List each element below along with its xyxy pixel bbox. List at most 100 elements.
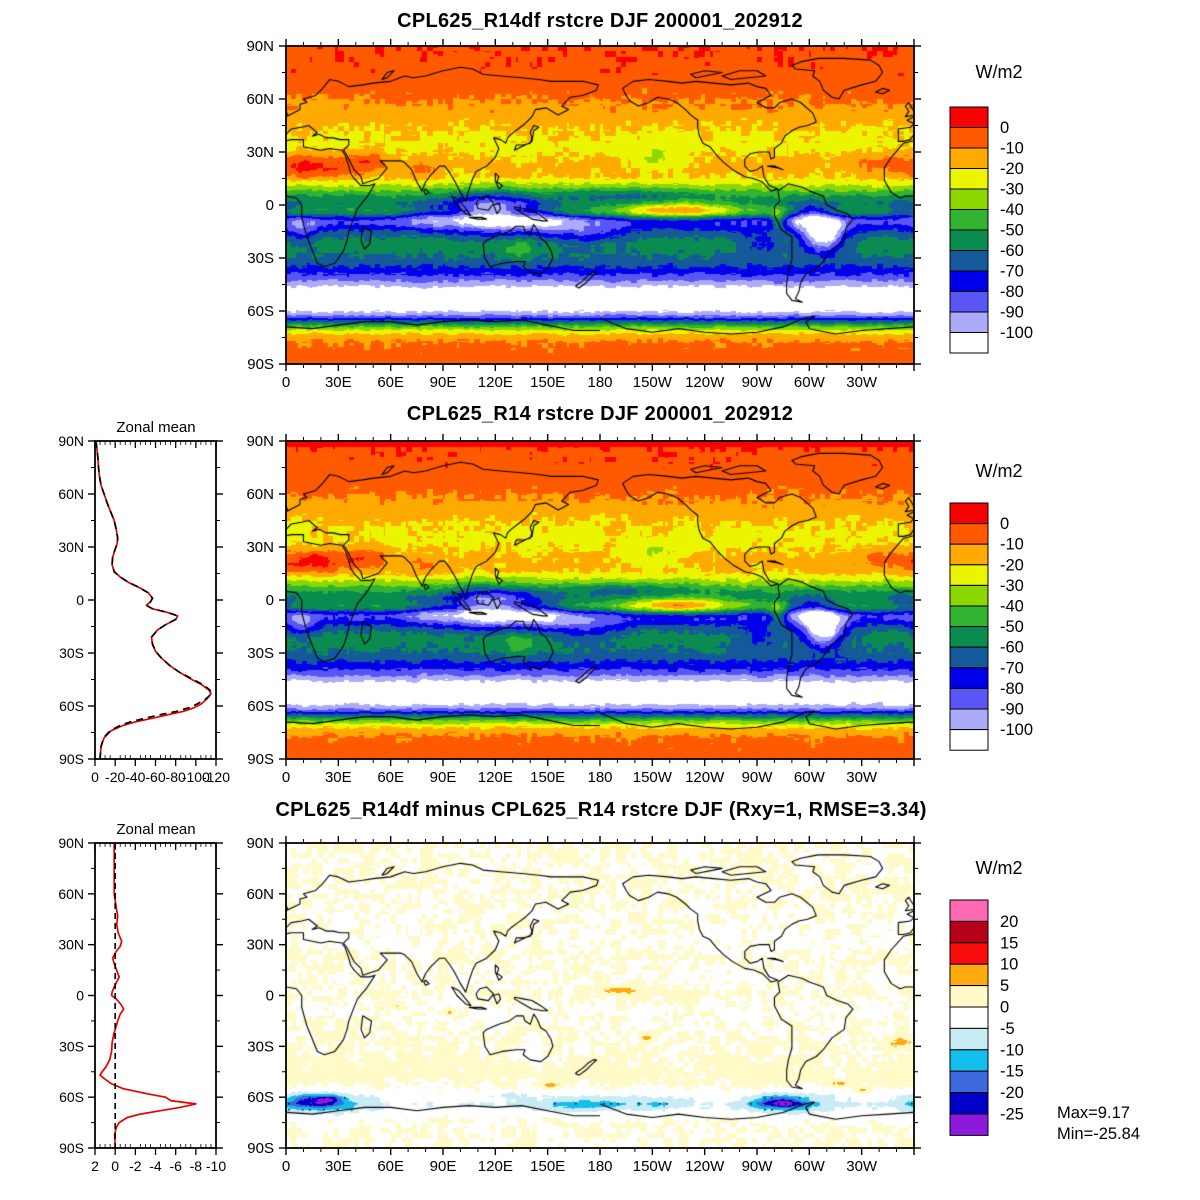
lon-tick-label: 30E — [325, 769, 352, 786]
lon-tick-label: 0 — [282, 1158, 290, 1175]
colorbar-box — [949, 605, 989, 628]
min-stat-label: Min=-25.84 — [1057, 1125, 1141, 1143]
zonal-lat-label: 60N — [58, 486, 84, 502]
colorbar-label: 15 — [1000, 934, 1018, 952]
colorbar-box — [949, 127, 989, 149]
colorbar-box — [949, 168, 989, 190]
lat-tick-label: 30S — [247, 250, 274, 267]
lon-tick-label: 30W — [846, 374, 878, 391]
colorbar-box — [949, 899, 989, 922]
lat-tick-label: 90N — [246, 835, 274, 852]
zonal-lat-label: 30N — [58, 937, 84, 953]
lat-tick-label: 90S — [247, 751, 274, 768]
colorbar-box — [949, 270, 989, 292]
panel3-units-label: W/m2 — [975, 858, 1023, 878]
colorbar-box — [949, 1027, 989, 1051]
lat-tick-label: 30S — [247, 645, 274, 662]
zonal-x-tick-label: -120 — [202, 769, 230, 785]
colorbar-label: -90 — [1000, 701, 1024, 719]
colorbar-box — [949, 1006, 989, 1029]
lat-tick-label: 30N — [246, 937, 274, 954]
panel2-units-label: W/m2 — [975, 461, 1023, 481]
lon-tick-label: 90E — [430, 374, 457, 391]
colorbar-box — [949, 209, 989, 231]
lon-tick-label: 180 — [587, 1158, 612, 1175]
colorbar-label: -70 — [1000, 263, 1024, 281]
map2-canvas — [286, 441, 914, 759]
panel3-zonal-title: Zonal mean — [116, 821, 196, 838]
zonal-lat-label: 90N — [58, 433, 84, 449]
zonal-x-tick-label: -2 — [129, 1158, 142, 1174]
colorbar-label: -60 — [1000, 242, 1024, 260]
colorbar-label: -10 — [1000, 1041, 1024, 1059]
lon-tick-label: 150E — [530, 769, 565, 786]
colorbar-box — [949, 543, 989, 566]
colorbar-label: 5 — [1000, 977, 1009, 995]
lon-tick-label: 120E — [478, 769, 513, 786]
colorbar-box — [949, 1070, 989, 1094]
zonal-x-tick-label: -100 — [182, 769, 210, 785]
zonal-lat-label: 60S — [59, 698, 84, 714]
colorbar-box — [949, 311, 989, 333]
zonal-x-tick-label: -80 — [166, 769, 186, 785]
colorbar-label: -20 — [1000, 1084, 1024, 1102]
colorbar-label: -90 — [1000, 304, 1024, 322]
colorbar-label: -30 — [1000, 181, 1024, 199]
zonal-lat-label: 90S — [59, 751, 84, 767]
lon-tick-label: 150E — [530, 1158, 565, 1175]
lat-tick-label: 90S — [247, 356, 274, 373]
lon-tick-label: 150E — [530, 374, 565, 391]
colorbar-label: -15 — [1000, 1063, 1024, 1081]
panel2-title: CPL625_R14 rstcre DJF 200001_202912 — [406, 403, 794, 425]
zonal-curve-solid — [95, 440, 212, 760]
lon-tick-label: 90W — [742, 769, 774, 786]
colorbar-box — [949, 250, 989, 272]
zonal-lat-label: 30S — [59, 1038, 84, 1054]
colorbar-box — [949, 729, 989, 751]
colorbar-label: -20 — [1000, 556, 1024, 574]
colorbar-box — [949, 667, 989, 689]
zonal-curve-solid — [99, 843, 197, 1149]
lon-tick-label: 150W — [633, 769, 673, 786]
lat-tick-label: 60S — [247, 698, 274, 715]
lat-tick-label: 0 — [266, 197, 274, 214]
zonal-frame — [94, 440, 217, 760]
zonal-x-tick-label: 0 — [91, 769, 99, 785]
colorbar-label: -20 — [1000, 160, 1024, 178]
lon-tick-label: 0 — [282, 374, 290, 391]
lon-tick-label: 120W — [685, 1158, 725, 1175]
zonal-lat-label: 90N — [58, 835, 84, 851]
colorbar-box — [949, 985, 989, 1008]
max-stat-label: Max=9.17 — [1057, 1104, 1130, 1122]
colorbar-box — [949, 188, 989, 210]
colorbar-label: -10 — [1000, 536, 1024, 554]
lon-tick-label: 120E — [478, 1158, 513, 1175]
map1-canvas — [286, 46, 914, 364]
colorbar-label: 20 — [1000, 913, 1018, 931]
lon-tick-label: 150W — [633, 1158, 673, 1175]
lat-tick-label: 60N — [246, 486, 274, 503]
lat-tick-label: 60N — [246, 886, 274, 903]
colorbar-label: -50 — [1000, 618, 1024, 636]
lon-tick-label: 0 — [282, 769, 290, 786]
lat-tick-label: 90S — [247, 1140, 274, 1157]
zonal-x-tick-label: 2 — [91, 1158, 99, 1174]
colorbar-box — [949, 1113, 989, 1136]
colorbar-box — [949, 1092, 989, 1115]
colorbar-box — [949, 229, 989, 251]
lon-tick-label: 90W — [742, 1158, 774, 1175]
zonal-x-tick-label: -4 — [149, 1158, 162, 1174]
lon-tick-label: 120E — [478, 374, 513, 391]
zonal-x-tick-label: -6 — [169, 1158, 182, 1174]
panel1-title: CPL625_R14df rstcre DJF 200001_202912 — [397, 10, 803, 32]
lat-tick-label: 30S — [247, 1038, 274, 1055]
colorbar-box — [949, 963, 989, 987]
colorbar-label: -60 — [1000, 639, 1024, 657]
colorbar-label: -5 — [1000, 1020, 1015, 1038]
zonal-lat-label: 90S — [59, 1140, 84, 1156]
zonal-lat-label: 30N — [58, 539, 84, 555]
lat-tick-label: 90N — [246, 38, 274, 55]
lat-tick-label: 60S — [247, 1089, 274, 1106]
lon-tick-label: 30W — [846, 769, 878, 786]
lon-tick-label: 60W — [794, 1158, 826, 1175]
